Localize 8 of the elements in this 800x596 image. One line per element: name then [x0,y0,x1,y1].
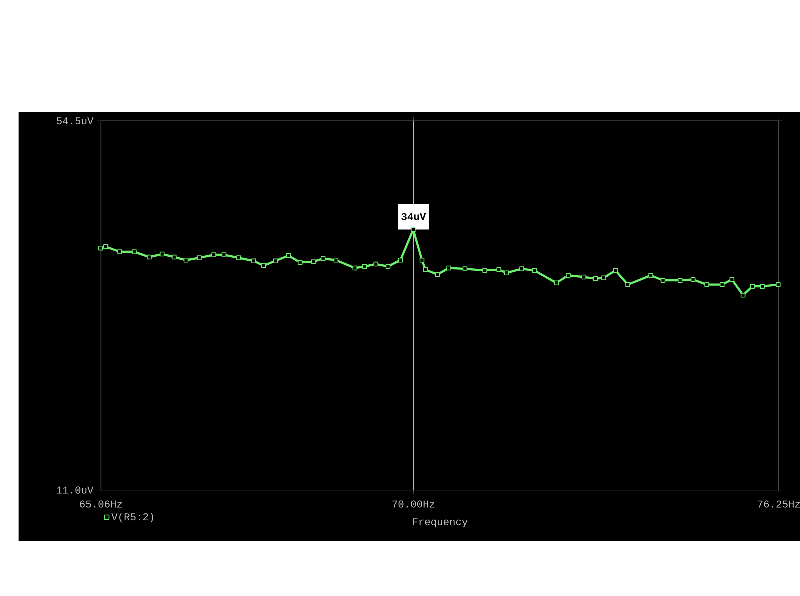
legend-label: V(R5:2) [112,513,154,523]
x-tick-label: 70.00Hz [392,500,435,508]
y-tick-label: 54.5uV [57,118,94,125]
x-axis-title: Frequency [413,518,468,528]
x-tick-label: 65.06Hz [80,500,122,508]
annotation: 34uV [402,214,426,221]
y-tick-label: 11.0uV [57,487,94,494]
x-tick-label: 76.25Hz [758,500,800,508]
